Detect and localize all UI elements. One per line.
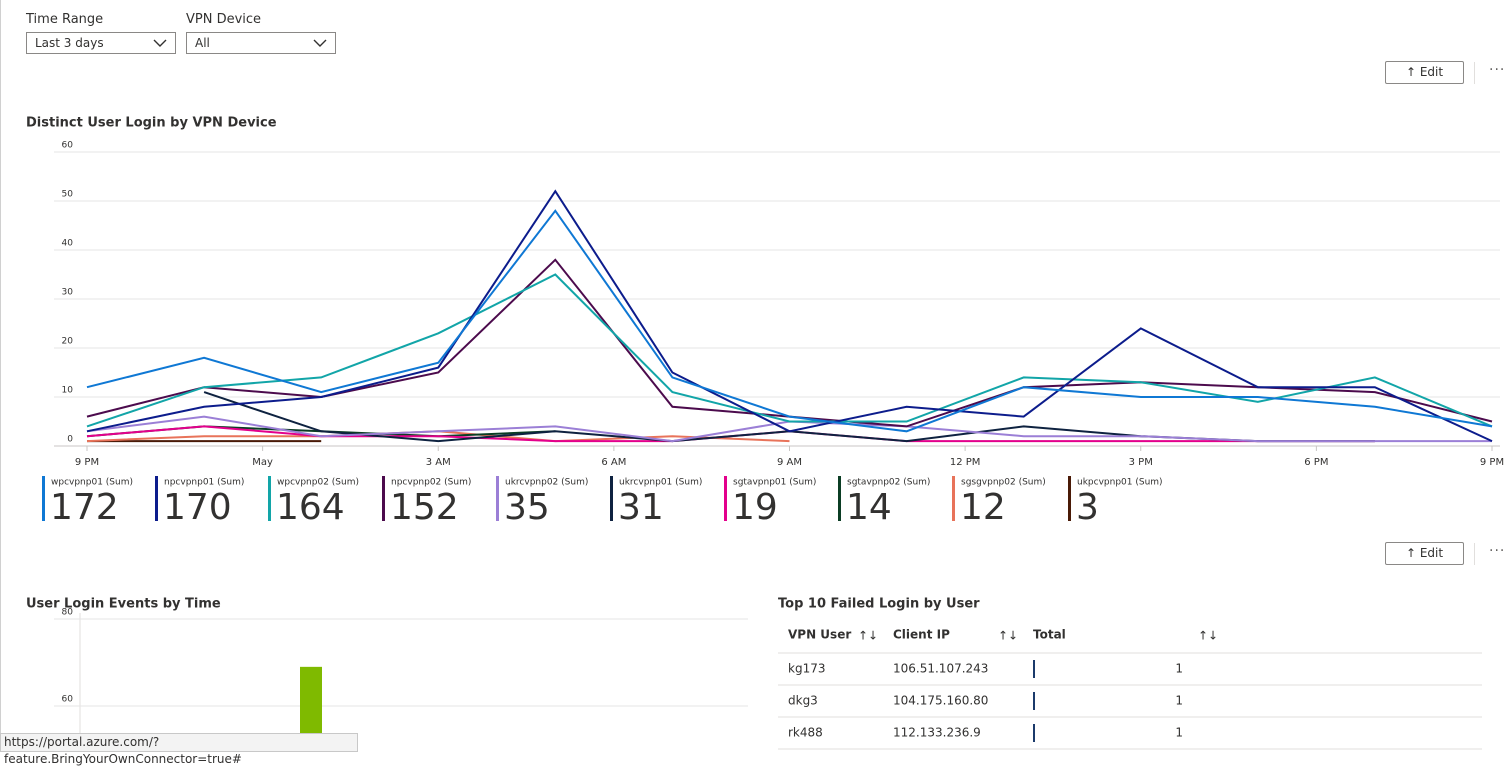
y-tick-label: 40 (62, 239, 74, 249)
legend-swatch (496, 476, 499, 521)
status-url: https://portal.azure.com/?feature.BringY… (0, 733, 358, 766)
legend-total: 152 (390, 487, 459, 528)
legend-name: ukrcvpnp02 (Sum) (505, 478, 588, 488)
legend-swatch (724, 476, 727, 521)
x-tick-label: 9 PM (75, 457, 99, 468)
more-button[interactable]: ··· (1489, 62, 1506, 78)
cell: 112.133.236.9 (893, 726, 981, 740)
cell: 104.175.160.80 (893, 694, 988, 708)
legend-total: 12 (960, 487, 1006, 528)
filter-label: VPN Device (186, 12, 262, 27)
legend-swatch (1068, 476, 1071, 521)
edit-button[interactable]: ↑ Edit (1385, 542, 1464, 565)
cell: rk488 (788, 726, 823, 740)
legend-total: 170 (163, 487, 232, 528)
more-button[interactable]: ··· (1489, 543, 1506, 559)
total-bar (1033, 724, 1035, 742)
legend-total: 19 (732, 487, 778, 528)
cell: 1 (1175, 726, 1183, 740)
legend-swatch (268, 476, 271, 521)
left-border (0, 0, 1, 752)
sort-icon: ↑↓ (858, 629, 878, 643)
x-tick-label: 3 AM (426, 457, 451, 468)
y-tick-label: 30 (62, 288, 74, 298)
vpn-device-dropdown[interactable]: All (186, 32, 336, 54)
chart-title: User Login Events by Time (26, 597, 221, 612)
series-line (86, 273, 1493, 428)
legend-name: sgsgvpnp02 (Sum) (961, 478, 1046, 488)
legend-total: 164 (276, 487, 345, 528)
y-tick-label: 20 (62, 337, 74, 347)
edit-label: Edit (1419, 65, 1444, 79)
series-line (86, 209, 1493, 433)
x-tick-label: 3 PM (1129, 457, 1153, 468)
y-tick-label: 80 (62, 608, 74, 618)
sort-icon: ↑↓ (1198, 629, 1218, 643)
column-header: Client IP (893, 628, 950, 642)
legend-swatch (952, 476, 955, 521)
x-tick-label: 12 PM (950, 457, 981, 468)
table-title: Top 10 Failed Login by User (778, 597, 980, 612)
dropdown-value: Last 3 days (35, 36, 104, 50)
series-line (86, 189, 1493, 443)
legend-name: ukrcvpnp01 (Sum) (619, 478, 702, 488)
cell: 1 (1175, 694, 1183, 708)
sort-icon: ↑↓ (998, 629, 1018, 643)
series-line (86, 415, 1492, 443)
legend-name: wpcvpnp02 (Sum) (277, 478, 359, 488)
legend-total: 14 (846, 487, 892, 528)
legend-swatch (382, 476, 385, 521)
bar (300, 666, 322, 752)
legend-name: ukpcvpnp01 (Sum) (1077, 478, 1163, 488)
legend-total: 31 (618, 487, 664, 528)
series-line (86, 258, 1493, 428)
legend-name: npcvpnp01 (Sum) (164, 478, 244, 488)
y-tick-label: 0 (67, 435, 73, 445)
chevron (153, 39, 167, 47)
legend-swatch (610, 476, 613, 521)
legend-total: 35 (504, 487, 550, 528)
cell: 106.51.107.243 (893, 662, 988, 676)
column-header: Total (1033, 628, 1066, 642)
y-tick-label: 10 (62, 386, 74, 396)
legend-name: sgtavpnp01 (Sum) (733, 478, 816, 488)
time-range-dropdown[interactable]: Last 3 days (26, 32, 176, 54)
separator (1474, 543, 1475, 565)
cell: dkg3 (788, 694, 818, 708)
y-tick-label: 50 (62, 190, 74, 200)
legend-name: wpcvpnp01 (Sum) (51, 478, 133, 488)
x-tick-label: 9 PM (1480, 457, 1504, 468)
chart-title: Distinct User Login by VPN Device (26, 116, 277, 131)
x-tick-label: May (252, 457, 273, 468)
separator (1474, 62, 1475, 84)
y-tick-label: 60 (62, 141, 74, 151)
dropdown-value: All (195, 36, 210, 50)
legend-swatch (838, 476, 841, 521)
legend-name: npcvpnp02 (Sum) (391, 478, 471, 488)
legend-name: sgtavpnp02 (Sum) (847, 478, 930, 488)
chevron (313, 39, 327, 47)
legend-total: 172 (50, 487, 119, 528)
filter-label: Time Range (26, 12, 104, 27)
total-bar (1033, 660, 1035, 678)
charts: Distinct User Login by VPN Device User L… (26, 116, 1504, 752)
cell: 1 (1175, 662, 1183, 676)
edit-button[interactable]: ↑ Edit (1385, 61, 1464, 84)
y-tick-label: 60 (62, 695, 74, 705)
x-tick-label: 6 PM (1304, 457, 1328, 468)
x-tick-label: 6 AM (601, 457, 626, 468)
column-header: VPN User (788, 628, 851, 642)
legend-swatch (155, 476, 158, 521)
total-bar (1033, 692, 1035, 710)
legend-swatch (42, 476, 45, 521)
edit-label: Edit (1419, 546, 1444, 560)
x-tick-label: 9 AM (777, 457, 802, 468)
cell: kg173 (788, 662, 825, 676)
legend-total: 3 (1076, 487, 1099, 528)
